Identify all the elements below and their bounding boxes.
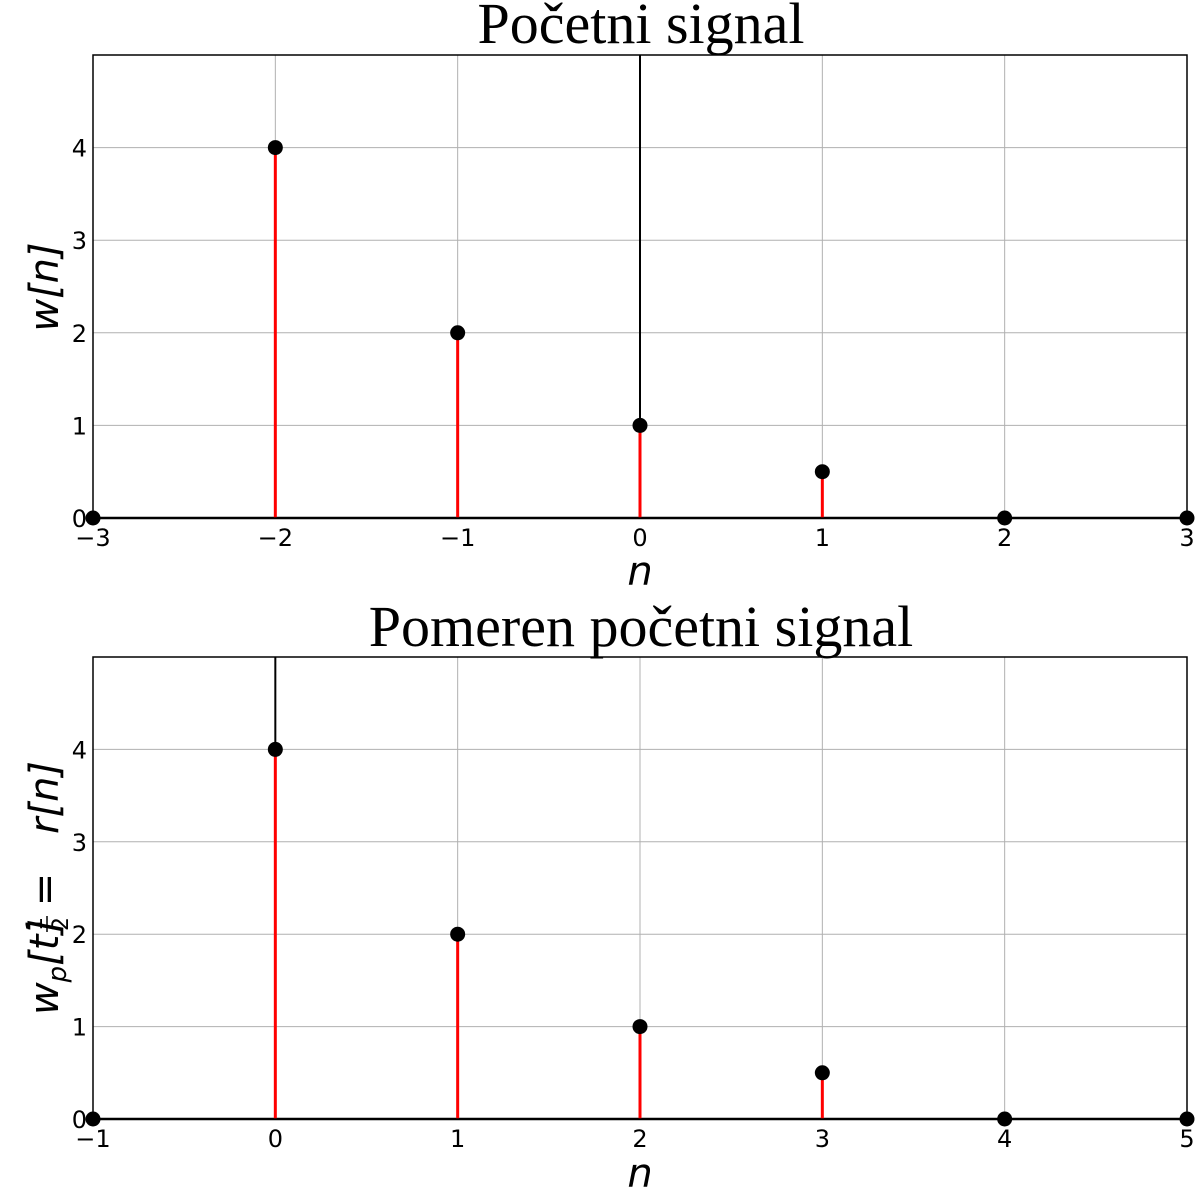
- top-y-tick-labels: 0 1 2 3 4: [72, 135, 87, 533]
- x-tick-label: 0: [268, 1125, 283, 1153]
- stem-marker: [814, 464, 830, 480]
- x-tick-label: −2: [258, 524, 293, 552]
- bottom-chart-title: Pomeren početni signal: [369, 594, 913, 659]
- stem-marker: [267, 140, 283, 156]
- y-tick-label: 3: [72, 227, 87, 255]
- ylabel-sub: p: [43, 966, 73, 984]
- y-tick-label: 4: [72, 736, 87, 764]
- x-tick-label: 2: [632, 1125, 647, 1153]
- stem-marker: [450, 325, 466, 341]
- bottom-x-axis-label: n: [627, 1151, 652, 1197]
- y-tick-label: 3: [72, 829, 87, 857]
- y-tick-label: 2: [72, 320, 87, 348]
- x-tick-label: 1: [815, 524, 830, 552]
- bottom-stems: [273, 749, 824, 1119]
- top-chart-title: Početni signal: [477, 0, 804, 56]
- svg-text:wp[t] = r[n]: wp[t] = r[n]: [22, 761, 73, 1015]
- top-x-tick-labels: −3 −2 −1 0 1 2 3: [75, 524, 1194, 552]
- y-tick-label: 1: [72, 412, 87, 440]
- ylabel-tail: r[n]: [22, 761, 68, 834]
- x-tick-label: 4: [997, 1125, 1012, 1153]
- bottom-y-axis-label: wp[t] = r[n]: [22, 761, 73, 1015]
- x-tick-label: 5: [1179, 1125, 1194, 1153]
- y-tick-label: 1: [72, 1014, 87, 1042]
- stem-marker: [632, 1019, 648, 1035]
- x-tick-label: −1: [75, 1125, 110, 1153]
- ylabel-num: 1: [23, 917, 48, 931]
- x-tick-label: −3: [75, 524, 110, 552]
- top-plot-frame: [92, 54, 1188, 519]
- x-tick-label: 2: [997, 524, 1012, 552]
- y-tick-label: 0: [72, 505, 87, 533]
- x-tick-label: 0: [632, 524, 647, 552]
- top-markers: [85, 140, 1195, 526]
- top-stems: [273, 147, 824, 518]
- top-x-axis-label: n: [627, 549, 652, 595]
- top-subplot: Početni signal −3 −2 −1 0 1 2 3 0 1 2 3 4 n w[n]: [22, 0, 1195, 595]
- bottom-plot-frame: [92, 656, 1188, 1120]
- x-tick-label: 3: [1179, 524, 1194, 552]
- y-tick-label: 2: [72, 921, 87, 949]
- y-tick-label: 4: [72, 135, 87, 163]
- x-tick-label: 1: [450, 1125, 465, 1153]
- top-y-axis-label: w[n]: [22, 242, 68, 331]
- stem-marker: [450, 926, 466, 942]
- bottom-y-tick-labels: 0 1 2 3 4: [72, 736, 87, 1134]
- bottom-y-axis-fraction: 1 2: [23, 916, 74, 932]
- stem-marker: [814, 1065, 830, 1081]
- stem-marker: [267, 741, 283, 757]
- ylabel-mid: [t] =: [22, 860, 68, 966]
- x-tick-label: 3: [815, 1125, 830, 1153]
- bottom-x-tick-labels: −1 0 1 2 3 4 5: [75, 1125, 1194, 1153]
- stem-marker: [632, 417, 648, 433]
- ylabel-den: 2: [49, 917, 74, 931]
- x-tick-label: −1: [440, 524, 475, 552]
- y-tick-label: 0: [72, 1106, 87, 1134]
- ylabel-w: w: [22, 982, 68, 1015]
